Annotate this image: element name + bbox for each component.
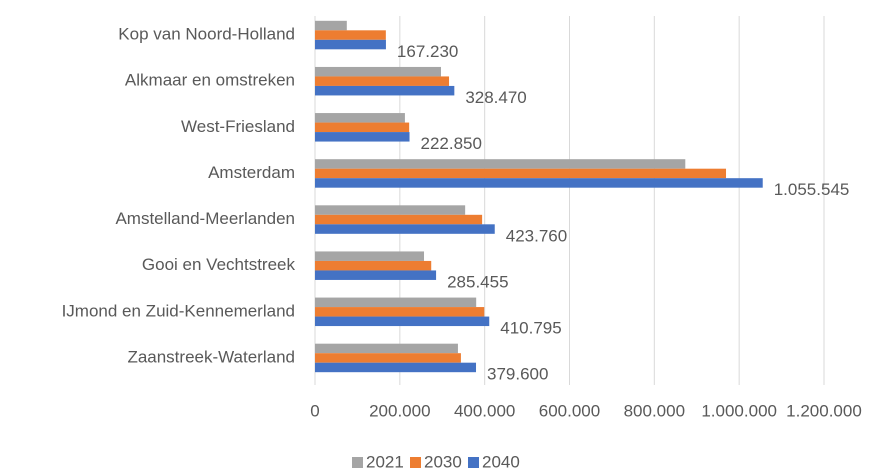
bar xyxy=(315,66,441,77)
x-tick-label: 800.000 xyxy=(624,401,685,420)
bar xyxy=(315,159,686,169)
x-tick-label: 1.200.000 xyxy=(786,401,862,420)
data-label: 379.600 xyxy=(487,365,548,384)
y-tick-label: West-Friesland xyxy=(181,117,295,136)
bar xyxy=(315,316,490,327)
bar xyxy=(315,297,477,308)
bar xyxy=(315,30,386,40)
bar xyxy=(315,260,432,271)
legend-label: 2040 xyxy=(482,452,520,471)
bar xyxy=(315,20,347,31)
x-tick-label: 400.000 xyxy=(454,401,515,420)
bar xyxy=(315,178,763,188)
bar xyxy=(315,307,485,317)
data-label: 222.850 xyxy=(421,134,482,153)
y-tick-label: Zaanstreek-Waterland xyxy=(127,347,295,366)
data-label: 1.055.545 xyxy=(774,180,850,199)
legend-swatch xyxy=(410,457,421,468)
y-tick-label: Gooi en Vechtstreek xyxy=(142,255,296,274)
bar xyxy=(315,168,727,179)
bar xyxy=(315,251,425,261)
bar xyxy=(315,343,458,354)
bar xyxy=(315,85,455,96)
data-label: 423.760 xyxy=(506,226,567,245)
legend-swatch xyxy=(352,457,363,468)
bar xyxy=(315,113,405,123)
bar xyxy=(315,362,477,373)
y-tick-label: Kop van Noord-Holland xyxy=(118,25,295,44)
bar xyxy=(315,205,466,215)
x-tick-label: 600.000 xyxy=(539,401,600,420)
x-tick-label: 0 xyxy=(310,401,319,420)
data-label: 410.795 xyxy=(500,319,561,338)
legend-swatch xyxy=(468,457,479,468)
bar xyxy=(315,39,386,50)
bar xyxy=(315,353,461,363)
data-label: 328.470 xyxy=(465,88,526,107)
y-tick-label: Amstelland-Meerlanden xyxy=(115,209,295,228)
bar xyxy=(315,76,450,86)
legend-label: 2030 xyxy=(424,452,462,471)
data-label: 285.455 xyxy=(447,272,508,291)
bar xyxy=(315,132,410,142)
legend-label: 2021 xyxy=(366,452,404,471)
x-tick-label: 200.000 xyxy=(369,401,430,420)
x-tick-label: 1.000.000 xyxy=(701,401,777,420)
y-tick-label: Alkmaar en omstreken xyxy=(125,71,295,90)
y-tick-label: Amsterdam xyxy=(208,163,295,182)
bar xyxy=(315,224,495,234)
y-tick-label: IJmond en Zuid-Kennemerland xyxy=(62,301,295,320)
bar xyxy=(315,270,437,280)
bar xyxy=(315,214,483,225)
bar xyxy=(315,122,410,133)
data-label: 167.230 xyxy=(397,42,458,61)
